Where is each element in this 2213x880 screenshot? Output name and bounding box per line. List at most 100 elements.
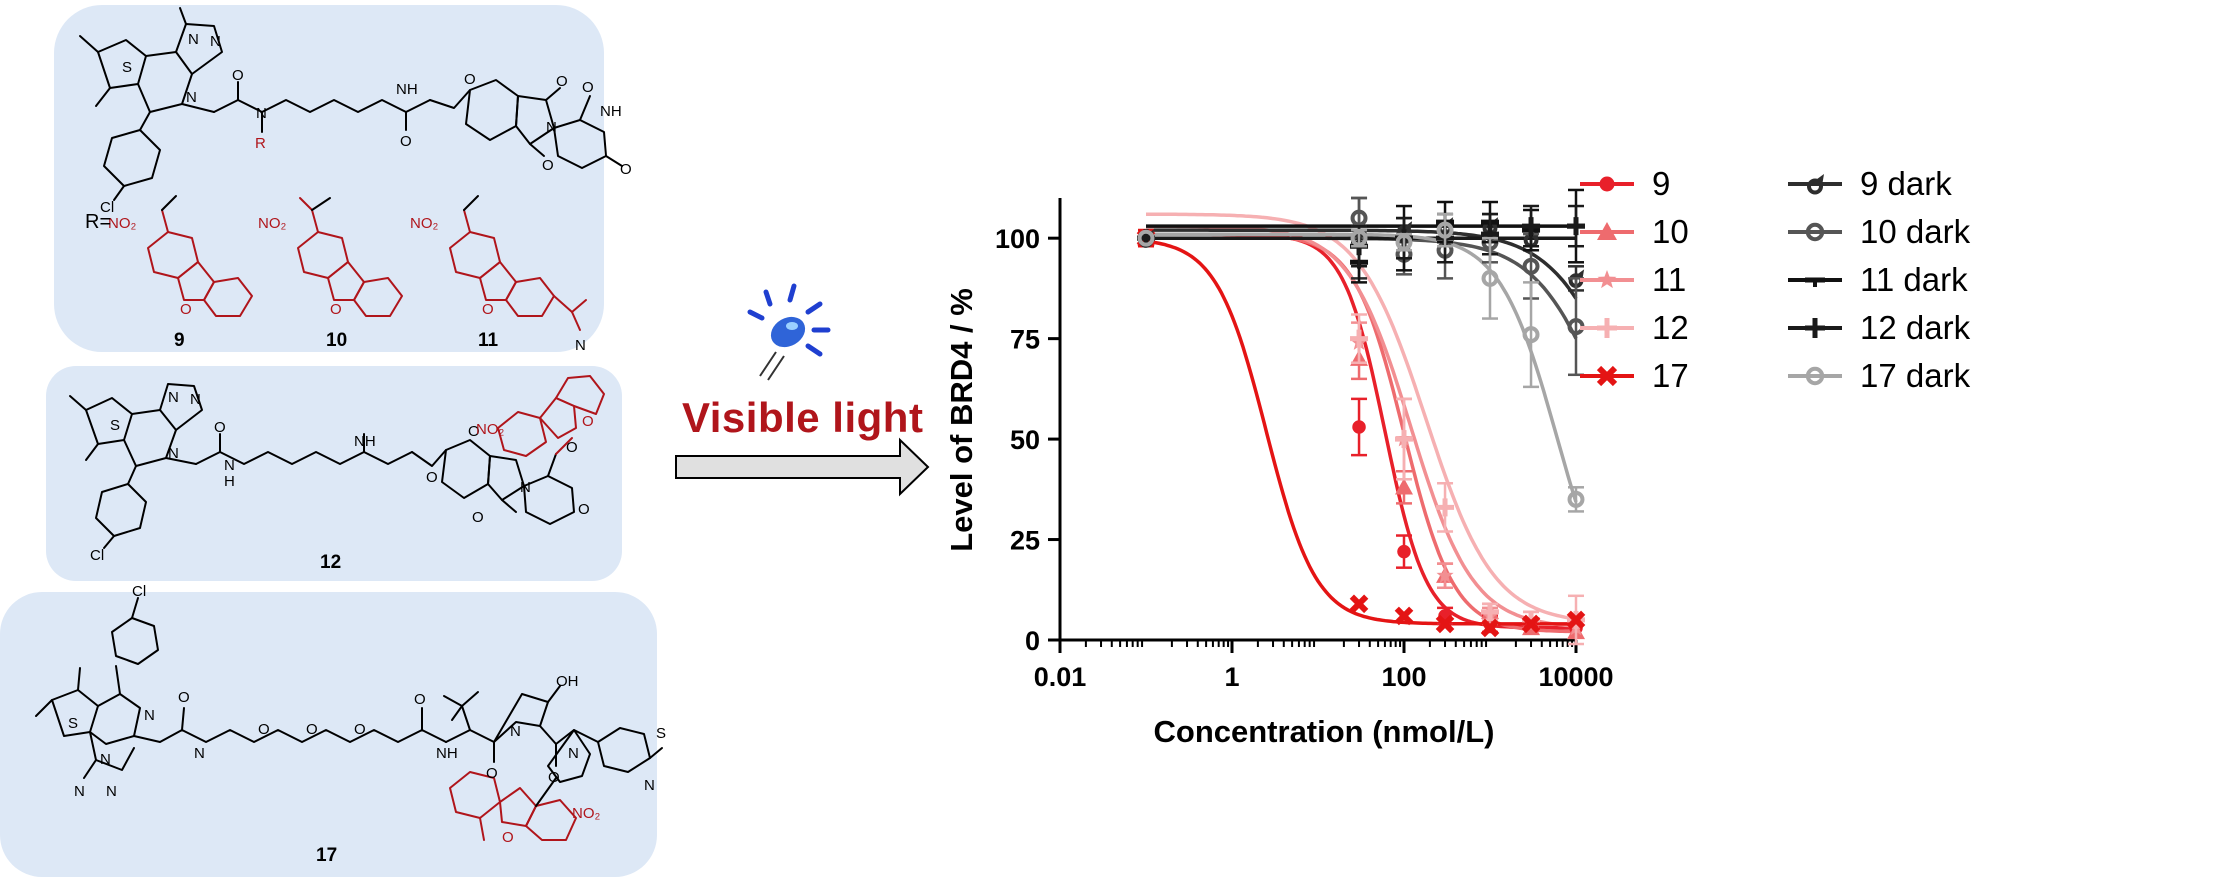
atom-no2: NO₂ [258,215,287,232]
compound-label-10: 10 [326,330,348,351]
structure-9-11-core [79,7,623,331]
data-point-17-dark [1137,229,1155,247]
marker-shape [1137,229,1155,247]
atom-o: O [258,721,270,738]
atom-h: H [224,473,235,490]
data-point-17-dark [1395,233,1413,251]
legend-label: 11 dark [1860,261,1968,298]
atom-oh: OH [556,673,579,690]
marker-shape [1805,222,1825,242]
atom-no2: NO₂ [476,421,505,438]
legend-swatch-marker [1599,176,1615,192]
legend-label: 9 dark [1860,165,1952,202]
marker-shape [1596,365,1618,387]
legend-label: 12 [1652,309,1689,346]
atom-o: O [472,509,484,526]
marker-shape [1436,221,1454,239]
atom-o: O [178,689,190,706]
data-point-17-dark [1436,221,1454,239]
data-point-11 [1436,566,1454,583]
atom-cl: Cl [90,547,104,564]
atom-o: O [330,301,342,318]
y-tick-label: 0 [1025,626,1040,656]
legend-item-9-dark: 9 dark [1788,165,1952,202]
data-point-17-dark [1481,269,1499,287]
structure-12 [69,375,605,549]
data-point-9 [1397,544,1411,559]
atom-labels: S N N N O N R NH O O O N O O NH O Cl NO₂… [68,31,666,846]
data-point-17 [1480,618,1500,638]
x-tick-label: 10000 [1538,662,1613,692]
y-tick-label: 100 [995,224,1040,254]
legend-label: 10 [1652,213,1689,250]
marker-shape [1394,606,1414,626]
atom-n: N [575,337,586,354]
data-point-10 [1395,478,1413,495]
marker-shape [1435,614,1455,634]
data-point-12 [1436,498,1455,517]
atom-n: N [74,783,85,800]
atom-s: S [122,59,132,76]
atom-o: O [468,423,480,440]
atom-o: O [556,73,568,90]
marker-shape [1522,257,1540,275]
atom-r: R [255,135,266,152]
compound-label-9: 9 [174,330,185,351]
marker-shape [1813,174,1824,186]
atom-cl: Cl [132,583,146,600]
x-axis-label: Concentration (nmol/L) [1154,714,1495,749]
marker-shape [1436,566,1454,583]
atom-o: O [620,161,632,178]
marker-shape [1481,269,1499,287]
compound-label-12: 12 [320,552,342,573]
marker-shape [1521,614,1541,634]
data-points [1136,188,1586,646]
legend-item-12-dark: 12 dark [1788,309,1971,346]
legend-swatch-marker [1596,365,1618,387]
legend-label: 12 dark [1860,309,1971,346]
data-point-17-dark [1522,326,1540,344]
visible-light-label: Visible light [682,394,924,441]
atom-n: N [546,119,557,136]
reaction-arrow [675,437,930,497]
chart-axes: 0 25 50 75 100 0.01 1 100 10000 [995,198,1614,692]
marker-shape [1395,478,1413,495]
data-point-17 [1521,614,1541,634]
marker-shape [1395,233,1413,251]
atom-o: O [502,829,514,846]
data-point-17 [1435,614,1455,634]
legend-label: 9 [1652,165,1670,202]
marker-shape [1349,594,1369,614]
compound-panel-9-11 [54,5,604,352]
atom-no2: NO₂ [410,215,439,232]
marker-shape [1350,209,1368,227]
legend-item-11-dark: 11 dark [1788,261,1968,298]
atom-o: O [414,691,426,708]
atom-o: O [426,469,438,486]
legend-label: 17 dark [1860,357,1971,394]
atom-n: N [256,105,267,122]
atom-n: N [190,391,201,408]
atom-o: O [486,765,498,782]
marker-shape [1805,366,1825,386]
marker-shape [1522,326,1540,344]
data-point-12 [1481,602,1499,621]
atom-no2: NO₂ [572,805,601,822]
chart-legend: 9 10 11 12 17 9 dark 10 dark 11 dark 12 dark 17 d… [1580,165,1971,394]
atom-s: S [68,715,78,732]
marker-shape [1397,544,1411,559]
marker-shape [1480,618,1500,638]
legend-item-17: 17 [1580,357,1689,394]
atom-o: O [306,721,318,738]
atom-o: O [354,721,366,738]
legend-swatch-marker [1805,222,1825,242]
atom-n: N [568,745,579,762]
marker-shape [1566,610,1586,630]
data-point-10-dark [1522,257,1540,275]
atom-n: N [100,751,111,768]
legend-item-17-dark: 17 dark [1788,357,1971,394]
compound-panel-12 [46,366,622,581]
legend-swatch-marker [1805,318,1825,338]
legend-label: 11 [1652,261,1686,298]
atom-o: O [482,301,494,318]
